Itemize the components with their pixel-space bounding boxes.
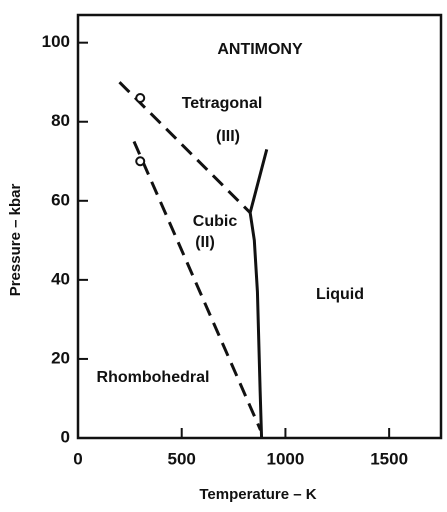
x-tick-label: 1000: [267, 449, 305, 468]
y-tick-label: 100: [42, 32, 70, 51]
y-tick-label: 60: [51, 190, 70, 209]
phase-label: Cubic: [193, 213, 238, 230]
phase-label: Rhombohedral: [97, 369, 210, 386]
x-tick-label: 0: [73, 449, 82, 468]
plot-frame: [76, 13, 443, 440]
x-tick-label: 1500: [370, 449, 408, 468]
phase-label: (III): [216, 128, 240, 145]
chart-title: ANTIMONY: [217, 41, 303, 58]
x-axis-label: Temperature – K: [199, 486, 316, 503]
data-point: [135, 93, 146, 104]
y-tick-label: 80: [51, 111, 70, 130]
y-tick-label: 40: [51, 269, 70, 288]
phase-boundary: [132, 140, 262, 431]
y-tick-label: 20: [51, 348, 70, 367]
y-axis-label: Pressure – kbar: [7, 184, 24, 297]
y-tick-label: 0: [61, 427, 70, 446]
phase-boundary: [248, 149, 269, 439]
x-tick-label: 500: [168, 449, 196, 468]
phase-label: (II): [195, 234, 215, 251]
phase-label: Liquid: [316, 286, 364, 303]
phase-label: Tetragonal: [182, 95, 263, 112]
data-point: [135, 156, 146, 167]
phase-boundary: [118, 81, 252, 214]
